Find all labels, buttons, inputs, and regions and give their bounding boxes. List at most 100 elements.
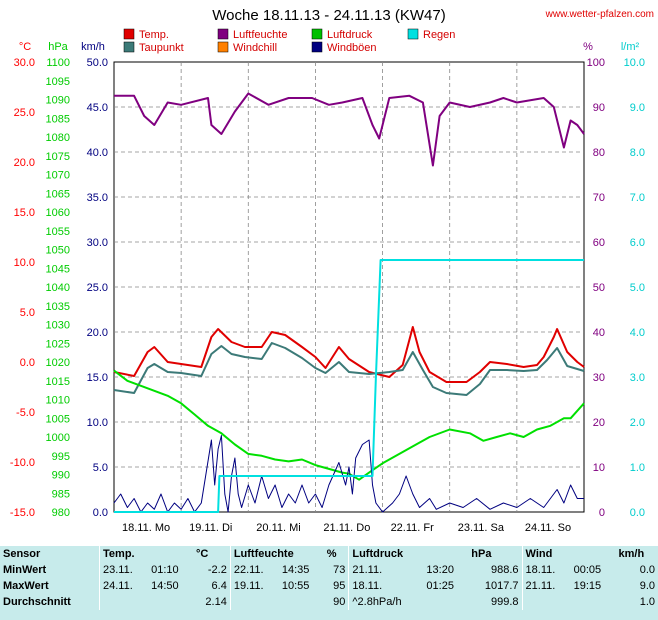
cell: 01:10 (151, 564, 179, 576)
hpa-tick-label: 1020 (46, 357, 70, 369)
hum-unit-label: % (583, 41, 593, 53)
cell: 22.11. (229, 562, 279, 578)
row-label: Durchschnitt (3, 596, 71, 608)
chart-title: Woche 18.11.13 - 24.11.13 (KW47) (212, 7, 445, 24)
cell: 90 (333, 596, 346, 608)
cell: 0.0 (639, 564, 655, 576)
temp-tick-label: 0.0 (20, 357, 35, 369)
legend-swatch (217, 28, 229, 40)
rain-tick-label: 0.0 (630, 507, 645, 519)
hpa-tick-label: 1060 (46, 207, 70, 219)
hpa-tick-label: 1065 (46, 188, 70, 200)
series-line-pressure (113, 369, 585, 481)
hpa-tick-label: 1015 (46, 376, 70, 388)
wind-tick-label: 25.0 (87, 282, 108, 294)
hpa-tick-label: 1095 (46, 76, 70, 88)
hpa-tick-label: 1070 (46, 170, 70, 182)
rain-tick-label: 9.0 (630, 102, 645, 114)
rain-tick-label: 1.0 (630, 462, 645, 474)
cell (279, 594, 324, 610)
stats-header-press-unit: hPa (471, 548, 492, 560)
rain-tick-label: 5.0 (630, 282, 645, 294)
cell: 14:35 (281, 564, 310, 576)
wind-tick-label: 0.0 (93, 507, 108, 519)
cell: 24.11. (99, 578, 149, 594)
wind-tick-label: 15.0 (87, 372, 108, 384)
wind-tick-label: 50.0 (87, 57, 108, 69)
stats-header-sensor: Sensor (3, 548, 41, 560)
temp-tick-label: 20.0 (14, 157, 35, 169)
temp-tick-label: -10.0 (10, 457, 35, 469)
temp-tick-label: 30.0 (14, 57, 35, 69)
hpa-tick-label: 1010 (46, 395, 70, 407)
cell: 14:50 (151, 580, 179, 592)
cell: 999.8 (491, 596, 519, 608)
x-tick-label: 18.11. Mo (122, 522, 170, 534)
cell: 9.0 (639, 580, 655, 592)
statistics-table: Sensor Temp. °C Luftfeuchte % Luftdruck … (0, 546, 658, 620)
hpa-unit-label: hPa (48, 41, 68, 53)
chart-series (113, 92, 585, 513)
hpa-tick-label: 1000 (46, 432, 70, 444)
hpa-tick-label: 1050 (46, 245, 70, 257)
row-label: MinWert (3, 564, 47, 576)
hum-tick-label: 10 (593, 462, 605, 474)
cell (229, 594, 279, 610)
stats-header-press: Luftdruck (348, 546, 469, 562)
legend-label: Windchill (233, 42, 277, 54)
cell: 2.14 (205, 596, 227, 608)
legend-swatch (311, 41, 323, 53)
stats-row-max: MaxWert 24.11. 14:50 6.4 19.11. 10:55 95… (0, 578, 658, 594)
cell: 13:20 (426, 564, 454, 576)
legend-label: Windböen (327, 42, 377, 54)
hpa-tick-label: 1045 (46, 263, 70, 275)
hum-tick-label: 30 (593, 372, 605, 384)
rain-tick-label: 10.0 (624, 57, 645, 69)
cell: 73 (333, 564, 346, 576)
legend-swatch (123, 28, 135, 40)
cell: 1.0 (639, 596, 655, 608)
rain-tick-label: 3.0 (630, 372, 645, 384)
x-tick-label: 24.11. So (525, 522, 571, 534)
wind-tick-label: 35.0 (87, 192, 108, 204)
cell: 18.11. (521, 562, 571, 578)
wind-unit-label: km/h (81, 41, 105, 53)
wind-tick-label: 30.0 (87, 237, 108, 249)
hpa-tick-label: 1055 (46, 226, 70, 238)
wind-tick-label: 40.0 (87, 147, 108, 159)
series-line-temp (113, 326, 585, 383)
legend-label: Luftdruck (327, 29, 373, 41)
legend-label: Temp. (139, 29, 169, 41)
hum-tick-label: 0 (599, 507, 605, 519)
legend-swatch (311, 28, 323, 40)
cell: ^2.8hPa/h (348, 594, 424, 610)
rain-unit-label: l/m² (621, 41, 640, 53)
legend-swatch (407, 28, 419, 40)
chart-grid: 18.11. Mo 19.11. Di 20.11. Mi 21.11. Do 22.1… (113, 61, 585, 534)
stats-header-wind-unit: km/h (618, 548, 645, 560)
x-tick-label: 19.11. Di (189, 522, 232, 534)
wind-tick-label: 45.0 (87, 102, 108, 114)
rain-tick-label: 6.0 (630, 237, 645, 249)
cell: 19.11. (229, 578, 279, 594)
cell (571, 594, 616, 610)
wind-tick-label: 5.0 (93, 462, 108, 474)
hpa-tick-label: 980 (52, 507, 70, 519)
cell (99, 594, 149, 610)
legend-label: Luftfeuchte (233, 29, 287, 41)
cell: 988.6 (491, 564, 519, 576)
hpa-tick-label: 990 (52, 470, 70, 482)
x-tick-label: 23.11. Sa (458, 522, 505, 534)
cell: 1017.7 (484, 580, 519, 592)
hpa-tick-label: 1075 (46, 151, 70, 163)
cell: 23.11. (99, 562, 149, 578)
cell: 95 (333, 580, 346, 592)
x-tick-label: 20.11. Mi (256, 522, 300, 534)
weather-chart: Woche 18.11.13 - 24.11.13 (KW47) www.wet… (10, 7, 654, 534)
hpa-tick-label: 1090 (46, 95, 70, 107)
hpa-tick-label: 1085 (46, 113, 70, 125)
cell (148, 594, 193, 610)
cell: 00:05 (573, 564, 602, 576)
chart-axes: 30.0 25.0 20.0 15.0 10.0 5.0 0.0 -5.0 -10.0 -15.0… (10, 41, 645, 519)
rain-tick-label: 7.0 (630, 192, 645, 204)
